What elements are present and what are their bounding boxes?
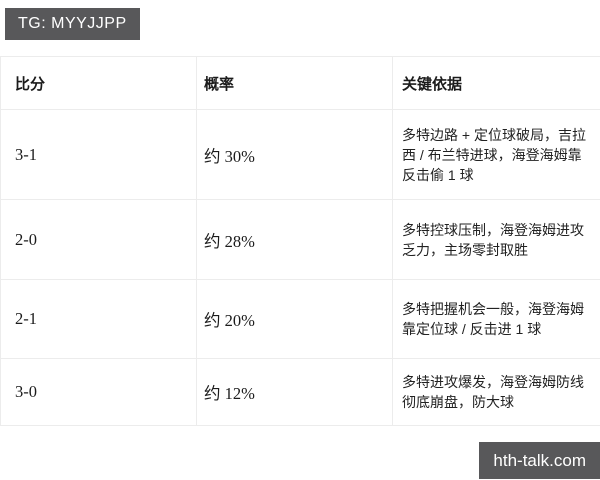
basis-cell: 多特进攻爆发，海登海姆防线彻底崩盘，防大球 <box>392 358 600 426</box>
basis-cell: 多特边路 + 定位球破局，吉拉西 / 布兰特进球，海登海姆靠反击偷 1 球 <box>392 109 600 200</box>
probability-cell: 约 12% <box>196 358 393 426</box>
score-cell: 2-1 <box>0 279 197 359</box>
table-row: 3-0 约 12% 多特进攻爆发，海登海姆防线彻底崩盘，防大球 <box>0 358 600 426</box>
score-cell: 3-1 <box>0 109 197 200</box>
basis-cell: 多特把握机会一般，海登海姆靠定位球 / 反击进 1 球 <box>392 279 600 359</box>
probability-cell: 约 28% <box>196 199 393 280</box>
score-cell: 2-0 <box>0 199 197 280</box>
probability-cell: 约 20% <box>196 279 393 359</box>
score-prediction-table: 比分 概率 关键依据 3-1 约 30% 多特边路 + 定位球破局，吉拉西 / … <box>0 56 600 426</box>
basis-cell: 多特控球压制，海登海姆进攻乏力，主场零封取胜 <box>392 199 600 280</box>
telegram-badge: TG: MYYJJPP <box>5 8 140 40</box>
header-key-basis: 关键依据 <box>392 56 600 110</box>
watermark-badge: hth-talk.com <box>479 442 600 479</box>
header-probability: 概率 <box>196 56 393 110</box>
table-row: 2-1 约 20% 多特把握机会一般，海登海姆靠定位球 / 反击进 1 球 <box>0 279 600 359</box>
score-cell: 3-0 <box>0 358 197 426</box>
table-header-row: 比分 概率 关键依据 <box>0 56 600 110</box>
table-row: 2-0 约 28% 多特控球压制，海登海姆进攻乏力，主场零封取胜 <box>0 199 600 280</box>
probability-cell: 约 30% <box>196 109 393 200</box>
table-row: 3-1 约 30% 多特边路 + 定位球破局，吉拉西 / 布兰特进球，海登海姆靠… <box>0 109 600 200</box>
header-score: 比分 <box>0 56 197 110</box>
